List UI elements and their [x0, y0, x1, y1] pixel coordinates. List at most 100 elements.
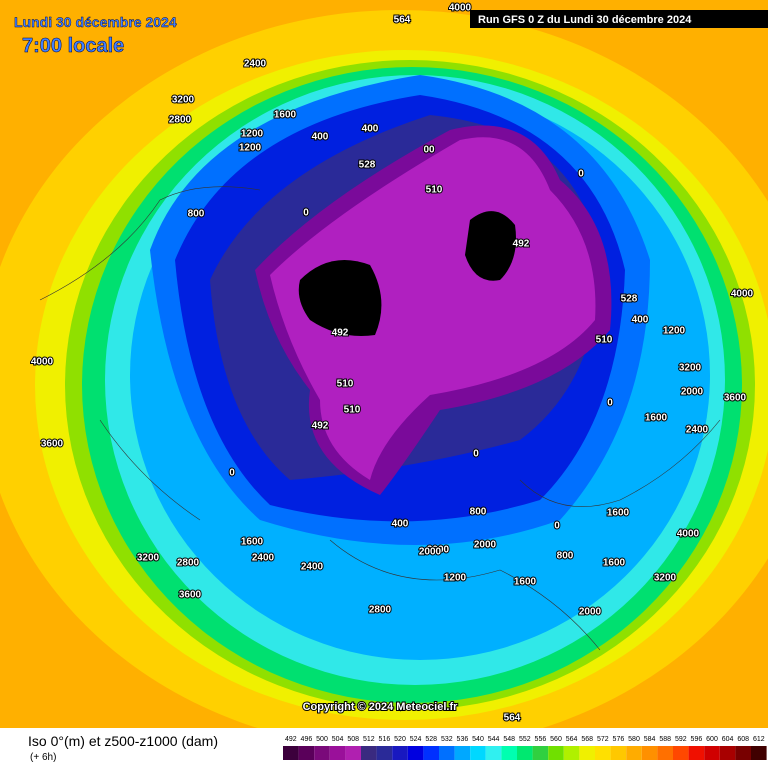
colorbar-label: 608 [737, 736, 749, 743]
contour-label: 0 [607, 398, 613, 409]
contour-label: 800 [188, 209, 205, 220]
colorbar-label: 556 [535, 736, 547, 743]
contour-label: 3600 [179, 590, 202, 601]
colorbar-label: 604 [722, 736, 734, 743]
colorbar-label: 524 [410, 736, 422, 743]
colorbar-label: 596 [691, 736, 703, 743]
contour-label: 1200 [239, 143, 262, 154]
contour-label: 400 [362, 124, 379, 135]
colorbar-swatch [735, 746, 751, 760]
colorbar-label: 612 [753, 736, 765, 743]
contour-label: 1200 [663, 326, 686, 337]
contour-label: 4000 [449, 3, 472, 14]
contour-label: 2400 [244, 59, 267, 70]
contour-label: 3200 [172, 95, 195, 106]
contour-label: 492 [312, 421, 329, 432]
colorbar: 492 496 500 504 508 512 516 520 524 528 532 536 540 5… [283, 736, 767, 760]
contour-label: 510 [337, 379, 354, 390]
contour-label: 800 [557, 551, 574, 562]
colorbar-swatch [688, 746, 705, 760]
contour-label: 00 [423, 145, 435, 156]
colorbar-label: 528 [425, 736, 437, 743]
colorbar-label: 512 [363, 736, 375, 743]
contour-label: 0 [578, 169, 584, 180]
band [270, 137, 596, 480]
colorbar-label: 532 [441, 736, 453, 743]
contour-label: 564 [504, 713, 521, 724]
contour-label: 2800 [169, 115, 192, 126]
contour-label: 400 [392, 519, 409, 530]
contour-label: 800 [470, 507, 487, 518]
colorbar-label: 540 [472, 736, 484, 743]
map [0, 0, 768, 750]
colorbar-label: 560 [550, 736, 562, 743]
contour-label: 4000 [677, 529, 700, 540]
colorbar-swatch [314, 746, 330, 760]
run-text: Run GFS 0 Z du Lundi 30 décembre 2024 [478, 14, 692, 26]
colorbar-swatch [470, 746, 486, 760]
run-box [470, 10, 768, 28]
coastlines [39, 186, 721, 651]
colorbar-swatch [641, 746, 658, 760]
colorbar-swatch [283, 746, 299, 760]
contour-label: 3200 [679, 363, 702, 374]
contour-label: 1600 [514, 577, 537, 588]
contour-label: 400 [312, 132, 329, 143]
contour-label: 4000 [31, 357, 54, 368]
contour-label: 0 [554, 521, 560, 532]
colorbar-swatch [407, 746, 424, 760]
contour-label: 528 [359, 160, 376, 171]
contour-label: 1200 [241, 129, 264, 140]
colorbar-label: 504 [332, 736, 344, 743]
contour-label: 510 [426, 185, 443, 196]
colorbar-swatch [454, 746, 471, 760]
colorbar-swatch [704, 746, 720, 760]
colorbar-swatch [485, 746, 502, 760]
contour-label: 0 [473, 449, 479, 460]
contour-label: 3200 [137, 553, 160, 564]
colorbar-swatch [439, 746, 455, 760]
colorbar-label: 520 [394, 736, 406, 743]
contour-label: 1600 [645, 413, 668, 424]
colorbar-label: 508 [347, 736, 359, 743]
contour-label: 1600 [274, 110, 297, 121]
contour-label: 1600 [241, 537, 264, 548]
contour-label: 2400 [301, 562, 324, 573]
colorbar-swatch [501, 746, 517, 760]
colorbar-label: 600 [706, 736, 718, 743]
contour-label: 0 [229, 468, 235, 479]
colorbar-label: 584 [644, 736, 656, 743]
date: Lundi 30 décembre 2024 [14, 14, 177, 30]
contour-label: 492 [332, 328, 349, 339]
colorbar-label: 536 [457, 736, 469, 743]
colorbar-label: 516 [379, 736, 391, 743]
colorbar-swatch [423, 746, 439, 760]
contour-label: 2000 [579, 607, 602, 618]
low-core [298, 260, 382, 336]
contour-label: 2800 [177, 558, 200, 569]
colorbar-label: 580 [628, 736, 640, 743]
colorbar-label: 572 [597, 736, 609, 743]
colorbar-label: 552 [519, 736, 531, 743]
colorbar-swatch [376, 746, 393, 760]
colorbar-swatch [610, 746, 627, 760]
colorbar-swatch [345, 746, 361, 760]
contour-label: 1200 [444, 573, 467, 584]
colorbar-label: 500 [316, 736, 328, 743]
colorbar-swatch [751, 746, 767, 760]
contour-label: 564 [394, 15, 411, 26]
colorbar-swatch [392, 746, 408, 760]
contour-label: 2400 [686, 425, 709, 436]
colorbar-swatch [329, 746, 346, 760]
colorbar-swatch [719, 746, 736, 760]
colorbar-label: 492 [285, 736, 297, 743]
contour-label: 0 [303, 208, 309, 219]
colorbar-label: 496 [301, 736, 313, 743]
legend-title: Iso 0°(m) et z500-z1000 (dam) [28, 733, 218, 749]
contour-label: 3600 [724, 393, 747, 404]
colorbar-swatch [517, 746, 533, 760]
colorbar-swatch [563, 746, 580, 760]
contour-label: 2400 [252, 553, 275, 564]
